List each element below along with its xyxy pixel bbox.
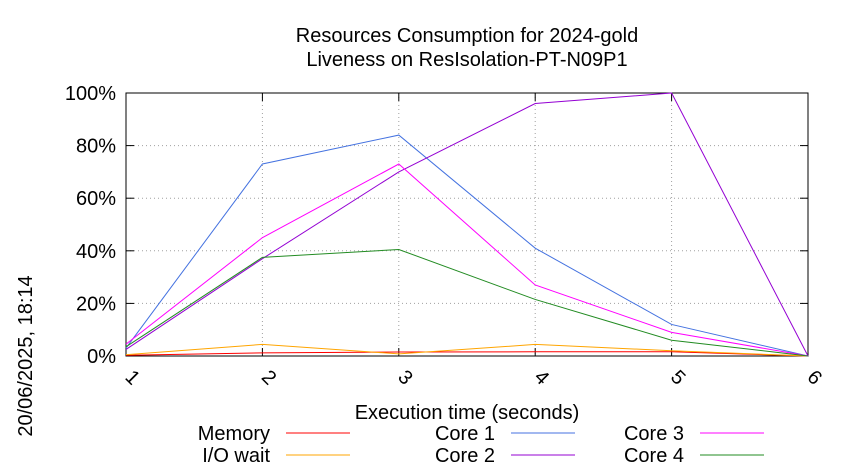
series-line-core-2: [125, 92, 809, 357]
y-tick-label: 80%: [76, 136, 116, 158]
y-tick-label: 20%: [76, 293, 116, 315]
legend-label: Core 2: [435, 445, 495, 467]
x-tick-label: 5: [666, 366, 689, 389]
legend-label: I/O wait: [202, 445, 270, 467]
series-line-core-3: [125, 163, 809, 357]
x-tick-label: 1: [121, 366, 144, 389]
x-tick-label: 6: [803, 366, 826, 389]
x-tick-label: 3: [393, 366, 416, 389]
chart-subtitle: Liveness on ResIsolation-PT-N09P1: [306, 49, 627, 71]
y-tick-label: 0%: [87, 346, 116, 368]
y-tick-label: 100%: [65, 83, 116, 105]
chart-title: Resources Consumption for 2024-gold: [296, 25, 638, 47]
legend-label: Memory: [198, 423, 270, 445]
legend-label: Core 4: [624, 445, 684, 467]
series-line-i-o-wait: [125, 343, 809, 357]
axes: 0% 20% 40% 60% 80% 100% 1 2 3 4 5 6: [65, 83, 826, 389]
legend-label: Core 1: [435, 423, 495, 445]
legend-label: Core 3: [624, 423, 684, 445]
y-tick-label: 40%: [76, 241, 116, 263]
series-line-core-4: [125, 248, 809, 357]
series-lines: [125, 92, 809, 357]
side-label: 20/06/2025, 18:14: [15, 275, 37, 436]
x-tick-label: 4: [530, 366, 553, 389]
series-line-core-1: [125, 134, 809, 357]
series-line-memory: [125, 351, 809, 357]
grid: [126, 93, 808, 356]
plot-frame: [125, 92, 809, 357]
x-tick-label: 2: [257, 366, 280, 389]
y-tick-label: 60%: [76, 188, 116, 210]
x-axis-label: Execution time (seconds): [355, 402, 580, 424]
